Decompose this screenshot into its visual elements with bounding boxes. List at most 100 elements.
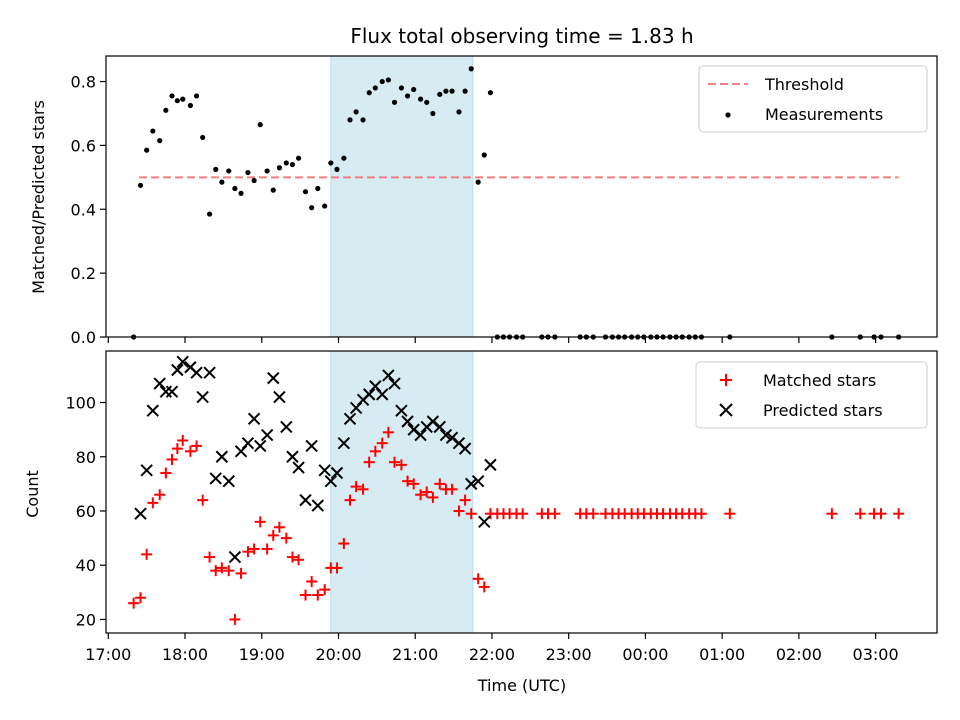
matched-point [267,529,279,541]
observing-window-top [330,55,474,338]
predicted-point [311,499,324,512]
x-tick-label: 00:00 [622,645,668,664]
predicted-point [324,474,338,488]
legend-predicted-swatch [719,403,733,417]
matched-point [166,453,178,465]
matched-point [235,567,247,579]
x-tick-label: 01:00 [699,645,745,664]
predicted-point [222,474,235,488]
matched-point [434,478,446,490]
x-tick-label: 22:00 [469,645,515,664]
observing-window-bottom [330,350,474,634]
measurement-point [309,205,315,211]
predicted-point [407,423,420,436]
predicted-point [215,450,229,463]
measurement-point [456,109,462,115]
top-legend-box [698,65,928,133]
matched-point [242,546,254,558]
matched-point [254,516,266,528]
predicted-point [362,388,376,401]
measurement-point [353,109,359,115]
predicted-point [330,466,344,480]
x-tick-label: 23:00 [546,645,592,664]
predicted-point [146,404,160,417]
matched-point [446,483,458,495]
matched-point [478,581,490,593]
predicted-point [190,366,203,379]
measurement-point [264,168,270,174]
predicted-point [286,450,299,463]
measurement-point [468,66,474,72]
predicted-point [134,507,147,520]
measurement-point [385,77,391,83]
predicted-point [414,428,427,442]
predicted-point [228,550,242,564]
matched-point [402,475,414,487]
matched-point [223,565,235,577]
predicted-point [458,442,472,455]
matched-point [128,597,140,609]
measurement-point [404,93,411,99]
measurement-point [226,168,232,174]
measurement-point [411,86,417,93]
measurement-point [487,90,494,96]
predicted-point [445,431,459,444]
predicted-point [203,366,216,379]
matched-point [724,508,736,520]
measurement-point [232,185,238,192]
matched-point [204,551,216,563]
measurement-point [424,99,430,105]
measurement-point [430,110,436,117]
predicted-point [376,388,389,401]
matched-point [306,575,318,587]
bottom-panel: 20 40 60 80 100 17:00 18:00 19:00 20:00 21:00 22:… [23,350,938,695]
measurement-point [257,122,263,128]
matched-point [160,467,172,479]
y-tick-label: 100 [65,394,96,413]
measurement-point [150,128,156,134]
matched-point [427,491,439,503]
x-axis-label: Time (UTC) [477,676,566,695]
matched-point [344,494,356,506]
predicted-point [337,436,351,450]
legend-matched-swatch [720,374,732,386]
measurement-point [334,166,340,172]
measurement-point [341,155,347,161]
predicted-point [305,439,318,453]
measurement-point [315,185,321,192]
predicted-point [439,428,453,442]
y-tick-label: 60 [76,502,96,521]
x-tick-label: 02:00 [776,645,822,664]
predicted-point [388,377,401,390]
matched-point [197,494,209,506]
x-tick-label: 18:00 [162,645,208,664]
matched-point [695,508,707,520]
measurement-point [295,155,302,161]
predicted-point [395,404,408,417]
matched-point [141,548,153,560]
matched-point [389,456,401,468]
chart-title: Flux total observing time = 1.83 h [350,24,693,48]
top-x-ticks [107,337,877,343]
measurement-point [449,88,455,94]
matched-point [177,434,189,446]
predicted-point [254,439,267,453]
matched-point [210,565,222,577]
bottom-legend: Matched stars Predicted stars [695,361,928,429]
matched-point [135,592,147,604]
predicted-point [209,472,222,485]
measurement-point [245,169,251,176]
measurement-point [251,177,257,184]
matched-point [286,551,298,563]
predicted-point [280,420,293,434]
bottom-y-axis-label: Count [23,470,42,518]
measurement-point [372,85,378,91]
count-points [128,355,905,625]
matched-point [338,538,350,550]
predicted-point [426,415,440,428]
x-tick-label: 20:00 [315,645,361,664]
matched-point [319,584,331,596]
legend-measurement-label: Measurements [765,105,883,124]
predicted-point [247,412,261,425]
matched-point [248,543,260,555]
